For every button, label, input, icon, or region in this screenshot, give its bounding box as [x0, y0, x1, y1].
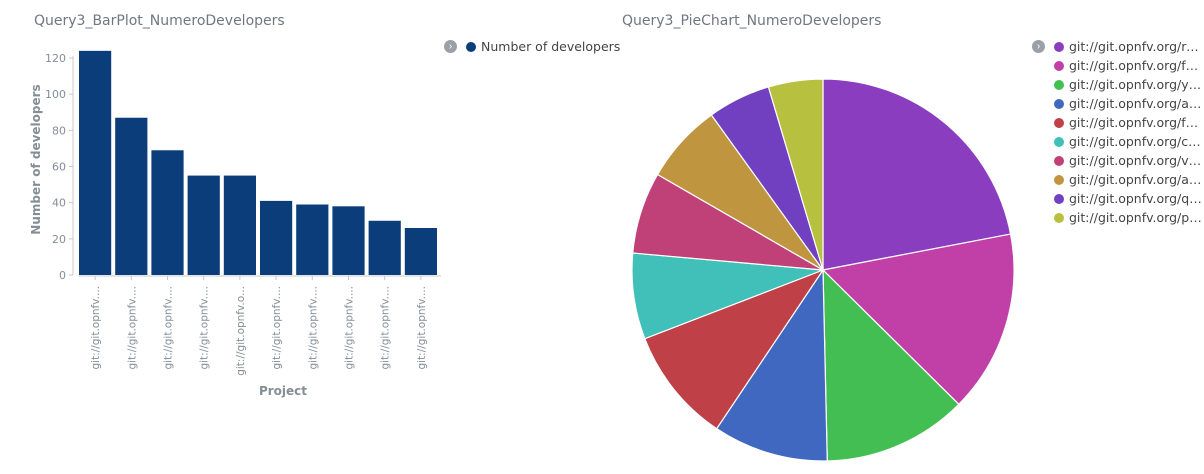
bar[interactable]: [223, 175, 256, 275]
y-tick-label: 80: [52, 124, 66, 137]
bar-chart: 0 20 40 60 80 100 120 git://git.opnfv.... git://…: [29, 50, 441, 398]
pie-chart-title: Query3_PieChart_NumeroDevelopers: [622, 13, 882, 29]
pie-legend-label: git://git.opnfv.org/fuel: [1069, 115, 1202, 130]
x-tick-label: git://git.opnfv....: [307, 286, 319, 370]
pie-legend-item[interactable]: git://git.opnfv.org/fun...: [1054, 56, 1202, 75]
bar[interactable]: [332, 206, 365, 275]
pie-legend-label: git://git.opnfv.org/qtip: [1069, 191, 1202, 206]
pie-slice[interactable]: [715, 268, 828, 462]
pie-legend-item[interactable]: git://git.opnfv.org/pha...: [1054, 208, 1202, 227]
legend-dot-icon: [466, 41, 476, 52]
y-axis-title: Number of developers: [29, 84, 43, 234]
pie-legend-label: git://git.opnfv.org/pha...: [1069, 210, 1202, 225]
legend-dot-icon: [1054, 193, 1064, 204]
bar-chart-title: Query3_BarPlot_NumeroDevelopers: [34, 13, 285, 29]
pie-legend-label: git://git.opnfv.org/rele...: [1069, 39, 1202, 54]
x-tick-label: git://git.opnfv.o...: [235, 286, 247, 376]
bar[interactable]: [115, 117, 148, 275]
pie-legend-label: git://git.opnfv.org/yar...: [1069, 77, 1202, 92]
x-tick-label: git://git.opnfv....: [126, 286, 138, 370]
pie-legend-item[interactable]: git://git.opnfv.org/fuel: [1054, 113, 1202, 132]
legend-dot-icon: [1054, 212, 1064, 223]
pie-slice[interactable]: [643, 268, 825, 430]
bar[interactable]: [368, 220, 401, 275]
y-tick-label: 40: [52, 197, 66, 210]
pie-legend-item[interactable]: git://git.opnfv.org/qtip: [1054, 189, 1202, 208]
pie-legend-item[interactable]: git://git.opnfv.org/vsw...: [1054, 151, 1202, 170]
pie-legend-label: git://git.opnfv.org/com...: [1069, 134, 1202, 149]
pie-legend-label: git://git.opnfv.org/arm...: [1069, 96, 1202, 111]
x-tick-label: git://git.opnfv....: [90, 286, 102, 370]
bar[interactable]: [404, 228, 437, 275]
bar[interactable]: [296, 204, 329, 276]
bar[interactable]: [260, 200, 293, 275]
pie-legend-item[interactable]: git://git.opnfv.org/yar...: [1054, 75, 1202, 94]
x-tick-label: git://git.opnfv....: [416, 286, 428, 370]
x-axis-title: Project: [259, 384, 307, 398]
pie-legend-label: git://git.opnfv.org/fun...: [1069, 58, 1202, 73]
y-tick-label: 100: [45, 88, 66, 101]
legend-dot-icon: [1054, 174, 1064, 185]
legend-dot-icon: [1054, 155, 1064, 166]
bar-legend: Number of developers: [466, 37, 620, 56]
pie-slice[interactable]: [822, 78, 1012, 271]
bar-legend-toggle-icon[interactable]: ›: [444, 40, 457, 53]
y-tick-label: 20: [52, 233, 66, 246]
x-tick-label: git://git.opnfv....: [271, 286, 283, 370]
y-tick-label: 60: [52, 161, 66, 174]
pie-legend-toggle-icon[interactable]: ›: [1032, 40, 1045, 53]
bar[interactable]: [151, 150, 184, 275]
pie-legend-item[interactable]: git://git.opnfv.org/rele...: [1054, 37, 1202, 56]
bar-legend-label: Number of developers: [481, 39, 621, 54]
pie-slice[interactable]: [822, 268, 960, 462]
pie-legend: git://git.opnfv.org/rele... git://git.opn…: [1054, 37, 1202, 227]
bar[interactable]: [79, 50, 112, 275]
legend-dot-icon: [1054, 98, 1064, 109]
y-tick-label: 120: [45, 52, 66, 65]
legend-dot-icon: [1054, 79, 1064, 90]
legend-dot-icon: [1054, 117, 1064, 128]
y-tick-label: 0: [59, 269, 66, 282]
x-tick-label: git://git.opnfv....: [199, 286, 211, 370]
x-tick-label: git://git.opnfv....: [380, 286, 392, 370]
pie-legend-item[interactable]: git://git.opnfv.org/arm...: [1054, 94, 1202, 113]
bar[interactable]: [187, 175, 220, 275]
pie-legend-item[interactable]: git://git.opnfv.org/apex: [1054, 170, 1202, 189]
x-tick-label: git://git.opnfv....: [163, 286, 175, 370]
legend-dot-icon: [1054, 60, 1064, 71]
pie-slice[interactable]: [767, 78, 824, 271]
pie-legend-item[interactable]: git://git.opnfv.org/com...: [1054, 132, 1202, 151]
pie-legend-label: git://git.opnfv.org/apex: [1069, 172, 1202, 187]
legend-dot-icon: [1054, 136, 1064, 147]
pie-legend-label: git://git.opnfv.org/vsw...: [1069, 153, 1202, 168]
legend-dot-icon: [1054, 41, 1064, 52]
bar-legend-item[interactable]: Number of developers: [466, 37, 620, 56]
x-tick-label: git://git.opnfv....: [344, 286, 356, 370]
pie-slice[interactable]: [821, 233, 1015, 406]
